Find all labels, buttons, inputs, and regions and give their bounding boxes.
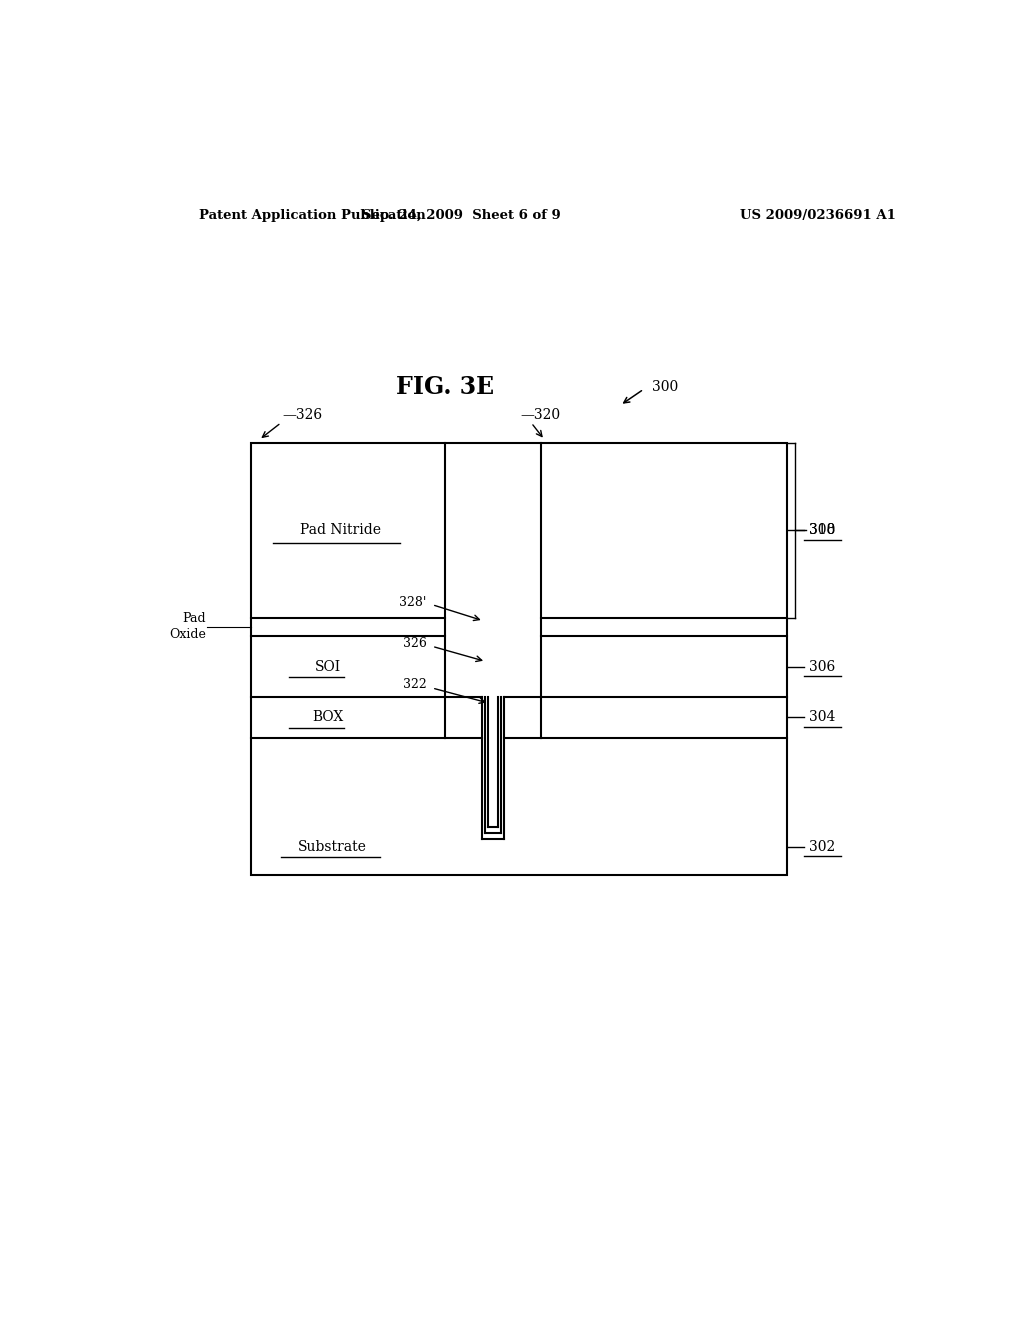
Text: 302: 302 [809,840,836,854]
Text: 304: 304 [809,710,836,725]
Text: Patent Application Publication: Patent Application Publication [200,209,426,222]
Text: 306: 306 [809,660,836,673]
Text: 308: 308 [809,524,836,537]
Text: FIG. 3E: FIG. 3E [396,375,495,399]
Text: Substrate: Substrate [298,840,367,854]
Text: SOI: SOI [315,660,341,673]
Text: —320: —320 [521,408,561,421]
Text: 310: 310 [809,524,836,537]
Bar [251,444,786,875]
Text: —326: —326 [283,408,323,421]
Text: BOX: BOX [312,710,344,725]
Text: Pad Nitride: Pad Nitride [300,524,381,537]
Text: US 2009/0236691 A1: US 2009/0236691 A1 [740,209,896,222]
Text: 300: 300 [652,380,678,395]
Text: Sep. 24, 2009  Sheet 6 of 9: Sep. 24, 2009 Sheet 6 of 9 [361,209,561,222]
Text: 326: 326 [402,636,426,649]
Text: Pad
Oxide: Pad Oxide [169,612,206,642]
Text: 322: 322 [402,678,426,692]
Text: 328': 328' [399,597,426,609]
